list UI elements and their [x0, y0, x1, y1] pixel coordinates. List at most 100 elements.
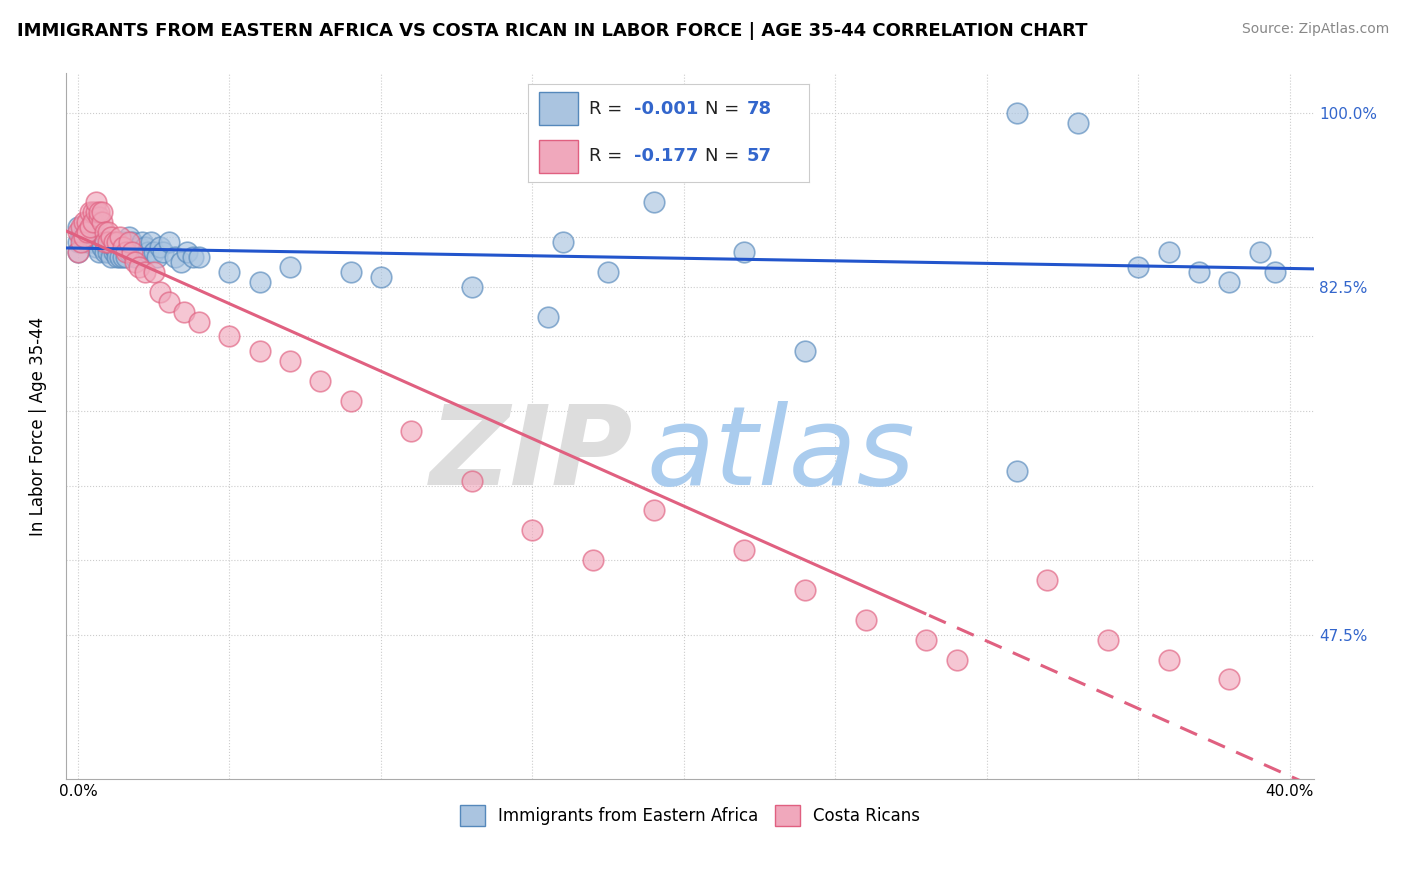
Point — [181, 250, 204, 264]
Point — [105, 250, 128, 264]
Point — [110, 230, 132, 244]
Point — [112, 250, 135, 264]
Point — [1128, 260, 1150, 274]
Point — [66, 225, 89, 239]
Point — [163, 250, 186, 264]
Point — [73, 225, 96, 239]
Point — [128, 244, 150, 259]
Point — [66, 244, 89, 259]
Point — [278, 260, 301, 274]
Point — [97, 240, 120, 254]
Text: atlas: atlas — [647, 401, 915, 508]
Point — [1036, 573, 1059, 587]
Point — [142, 244, 165, 259]
Point — [249, 275, 271, 289]
Point — [100, 230, 122, 244]
Point — [176, 244, 198, 259]
Point — [134, 265, 156, 279]
Point — [170, 255, 193, 269]
Point — [136, 244, 159, 259]
Text: ZIP: ZIP — [430, 401, 634, 508]
Point — [582, 553, 605, 567]
Point — [173, 304, 195, 318]
Point — [157, 294, 180, 309]
Point — [118, 230, 141, 244]
Point — [188, 314, 211, 328]
Point — [79, 235, 101, 249]
Point — [124, 250, 146, 264]
Point — [118, 235, 141, 249]
Point — [734, 543, 756, 558]
Point — [131, 235, 153, 249]
Point — [134, 240, 156, 254]
Point — [149, 285, 172, 299]
Point — [84, 195, 107, 210]
Point — [73, 215, 96, 229]
Point — [82, 215, 104, 229]
Point — [1218, 275, 1240, 289]
Point — [1218, 673, 1240, 687]
Point — [1067, 116, 1090, 130]
Point — [97, 244, 120, 259]
Y-axis label: In Labor Force | Age 35-44: In Labor Force | Age 35-44 — [30, 317, 46, 535]
Point — [84, 205, 107, 219]
Point — [84, 240, 107, 254]
Point — [1249, 244, 1271, 259]
Point — [79, 220, 101, 235]
Point — [522, 524, 544, 538]
Point — [643, 503, 665, 517]
Point — [110, 250, 132, 264]
Point — [461, 279, 484, 293]
Point — [218, 265, 240, 279]
Point — [218, 329, 240, 343]
Point — [121, 235, 143, 249]
Point — [115, 244, 138, 259]
Point — [89, 244, 111, 259]
Point — [118, 244, 141, 259]
Point — [105, 244, 128, 259]
Point — [1005, 464, 1028, 478]
Point — [97, 225, 120, 239]
Point — [70, 225, 93, 239]
Point — [100, 250, 122, 264]
Point — [110, 235, 132, 249]
Point — [76, 235, 98, 249]
Point — [94, 235, 117, 249]
Point — [89, 230, 111, 244]
Point — [1097, 632, 1119, 647]
Point — [91, 235, 114, 249]
Point — [70, 235, 93, 249]
Point — [145, 250, 167, 264]
Point — [100, 235, 122, 249]
Point — [82, 230, 104, 244]
Point — [91, 205, 114, 219]
Point — [112, 240, 135, 254]
Point — [76, 225, 98, 239]
Point — [915, 632, 938, 647]
Point — [91, 215, 114, 229]
Point — [643, 195, 665, 210]
Point — [84, 230, 107, 244]
Point — [149, 240, 172, 254]
Point — [734, 244, 756, 259]
Point — [399, 424, 422, 438]
Point — [115, 235, 138, 249]
Legend: Immigrants from Eastern Africa, Costa Ricans: Immigrants from Eastern Africa, Costa Ri… — [451, 797, 928, 834]
Point — [94, 244, 117, 259]
Point — [124, 255, 146, 269]
Point — [89, 205, 111, 219]
Point — [121, 244, 143, 259]
Point — [79, 205, 101, 219]
Point — [73, 230, 96, 244]
Point — [97, 235, 120, 249]
Point — [115, 250, 138, 264]
Point — [142, 265, 165, 279]
Point — [139, 235, 162, 249]
Point — [94, 225, 117, 239]
Point — [66, 235, 89, 249]
Point — [82, 235, 104, 249]
Point — [82, 205, 104, 219]
Point — [1005, 105, 1028, 120]
Point — [105, 235, 128, 249]
Point — [794, 582, 817, 597]
